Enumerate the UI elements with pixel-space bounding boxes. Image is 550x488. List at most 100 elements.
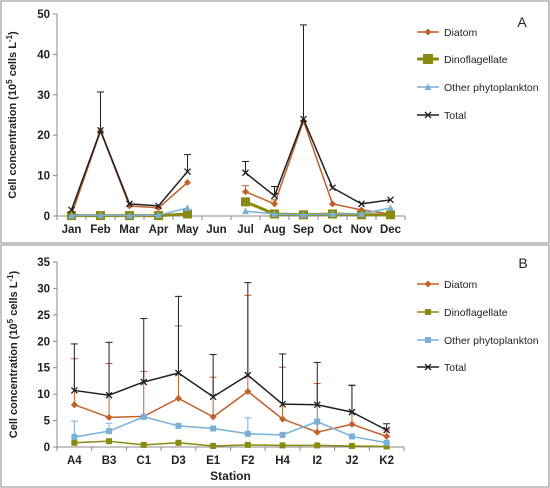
legend-marker-dinoflagellate [425,309,431,315]
series-line [74,390,387,438]
data-point [300,211,307,218]
legend-marker-total [424,363,432,371]
data-point [175,439,182,446]
chart-b-x-tick-label: C1 [136,455,151,467]
chart-b-series-diatom [70,294,391,440]
data-point [183,209,192,219]
data-point [271,200,278,208]
data-point [271,210,278,217]
data-point [70,386,78,394]
data-point [383,439,390,446]
chart-a-y-tick-label: 10 [37,171,50,183]
chart-a-y-axis-title-part: Cell concentration (10 [7,84,19,199]
series-line [74,416,387,444]
data-point [358,210,365,217]
chart-b-series-total [70,282,391,434]
legend-label-other-phytoplankton: Other phytoplankton [444,335,539,347]
data-point [244,441,251,448]
legend-marker-diatom [424,280,432,288]
data-point [348,433,355,440]
chart-a-y-tick-label: 0 [44,211,50,223]
legend-marker-diatom [424,28,432,36]
legend-label-dinoflagellate: Dinoflagellate [444,54,508,66]
data-point [184,178,191,186]
data-point [126,200,133,208]
chart-b-x-tick-label: E1 [206,455,221,467]
chart-b-x-tick-label: J2 [346,455,359,467]
chart-a-series-diatom [68,117,394,219]
chart-a-y-axis-title-part: -1 [5,34,14,42]
data-point [329,184,336,192]
data-point [174,369,182,377]
chart-a-y-tick-label: 40 [37,49,50,61]
data-point [279,400,287,408]
data-point [184,204,191,211]
series-line [74,440,387,448]
chart-b-series-other-phytoplankton [70,413,390,446]
chart-b-x-tick-label: K2 [379,455,394,467]
chart-a-y-axis-title-part: ) [7,31,19,35]
chart-b-y-axis-title-part: Cell concentration (10 [8,323,20,438]
data-point [68,212,75,219]
chart-b-y-tick-label: 20 [37,336,50,348]
legend-marker-dinoflagellate [423,54,433,64]
data-point [279,415,287,423]
chart-b-frame [0,244,550,488]
chart-a-y-tick-label: 20 [37,130,50,142]
chart-panel-a: 0 10 20 30 40 50 Jan Feb Mar Apr May Jun Jul Aug Sep Oc… [0,0,550,244]
data-point [329,200,336,208]
chart-a-x-tick-label: Jan [62,224,82,236]
chart-a-series-other-phytoplankton [68,204,394,219]
data-point [271,192,278,200]
chart-b-y-axis-title: Cell concentration (105 cells L-1) [6,270,20,438]
data-point [174,394,182,402]
legend-marker-other-phytoplankton [424,83,432,90]
chart-b-y-tick-label: 35 [37,257,50,269]
data-point [155,202,162,210]
data-point [210,442,217,449]
chart-b-y-tick-label: 15 [37,363,50,375]
data-point [348,442,355,449]
data-point [383,426,391,434]
legend-label-total: Total [444,110,466,122]
chart-b-y-axis-title-part: 5 [6,318,15,323]
data-point [244,430,251,437]
data-point [314,418,321,425]
chart-a-x-tick-label: Jun [206,224,226,236]
chart-b-x-tick-label: I2 [312,455,322,467]
chart-b-legend: Diatom Dinoflagellate Other phytoplankton T… [417,279,539,374]
chart-a-svg: 0 10 20 30 40 50 Jan Feb Mar Apr May Jun Jul Aug Sep Oc… [0,0,550,244]
data-point [210,425,217,432]
data-point [106,438,113,445]
chart-b-y-axis-title-part: -1 [6,274,15,282]
series-line [74,372,387,431]
chart-b-x-axis-title: Station [210,469,251,483]
chart-b-y-tick-label: 0 [44,442,50,454]
data-point [155,211,162,219]
chart-b-svg: 0 5 10 15 20 25 30 35 A4 B3 C1 D3 E1 F2 H4 I2 J2 K2 Statio… [0,244,550,488]
data-point [105,391,113,399]
chart-b-x-tick-label: A4 [67,455,82,467]
chart-a-legend: Diatom Dinoflagellate Other phytoplankton T… [417,27,539,122]
series-line [245,207,391,216]
data-point [241,197,250,207]
data-point [300,115,307,123]
data-point [175,422,182,429]
chart-a-x-tick-label: Nov [351,224,373,236]
chart-b-x-tick-label: F2 [241,455,254,467]
chart-a-x-tick-label: Jul [237,224,254,236]
data-point [329,210,336,217]
data-point [140,413,147,420]
chart-a-x-tick-label: Aug [263,224,285,236]
legend-label-dinoflagellate: Dinoflagellate [444,307,508,319]
data-point [313,401,321,409]
data-point [279,442,286,449]
chart-b-x-tick-label: H4 [275,455,290,467]
data-point [97,126,104,134]
chart-panel-b: 0 5 10 15 20 25 30 35 A4 B3 C1 D3 E1 F2 H4 I2 J2 K2 Statio… [0,244,550,488]
series-line [245,118,391,205]
chart-a-x-tick-label: May [176,224,199,236]
data-point [348,408,356,416]
data-point [68,206,75,214]
chart-a-y-tick-label: 50 [37,9,50,21]
